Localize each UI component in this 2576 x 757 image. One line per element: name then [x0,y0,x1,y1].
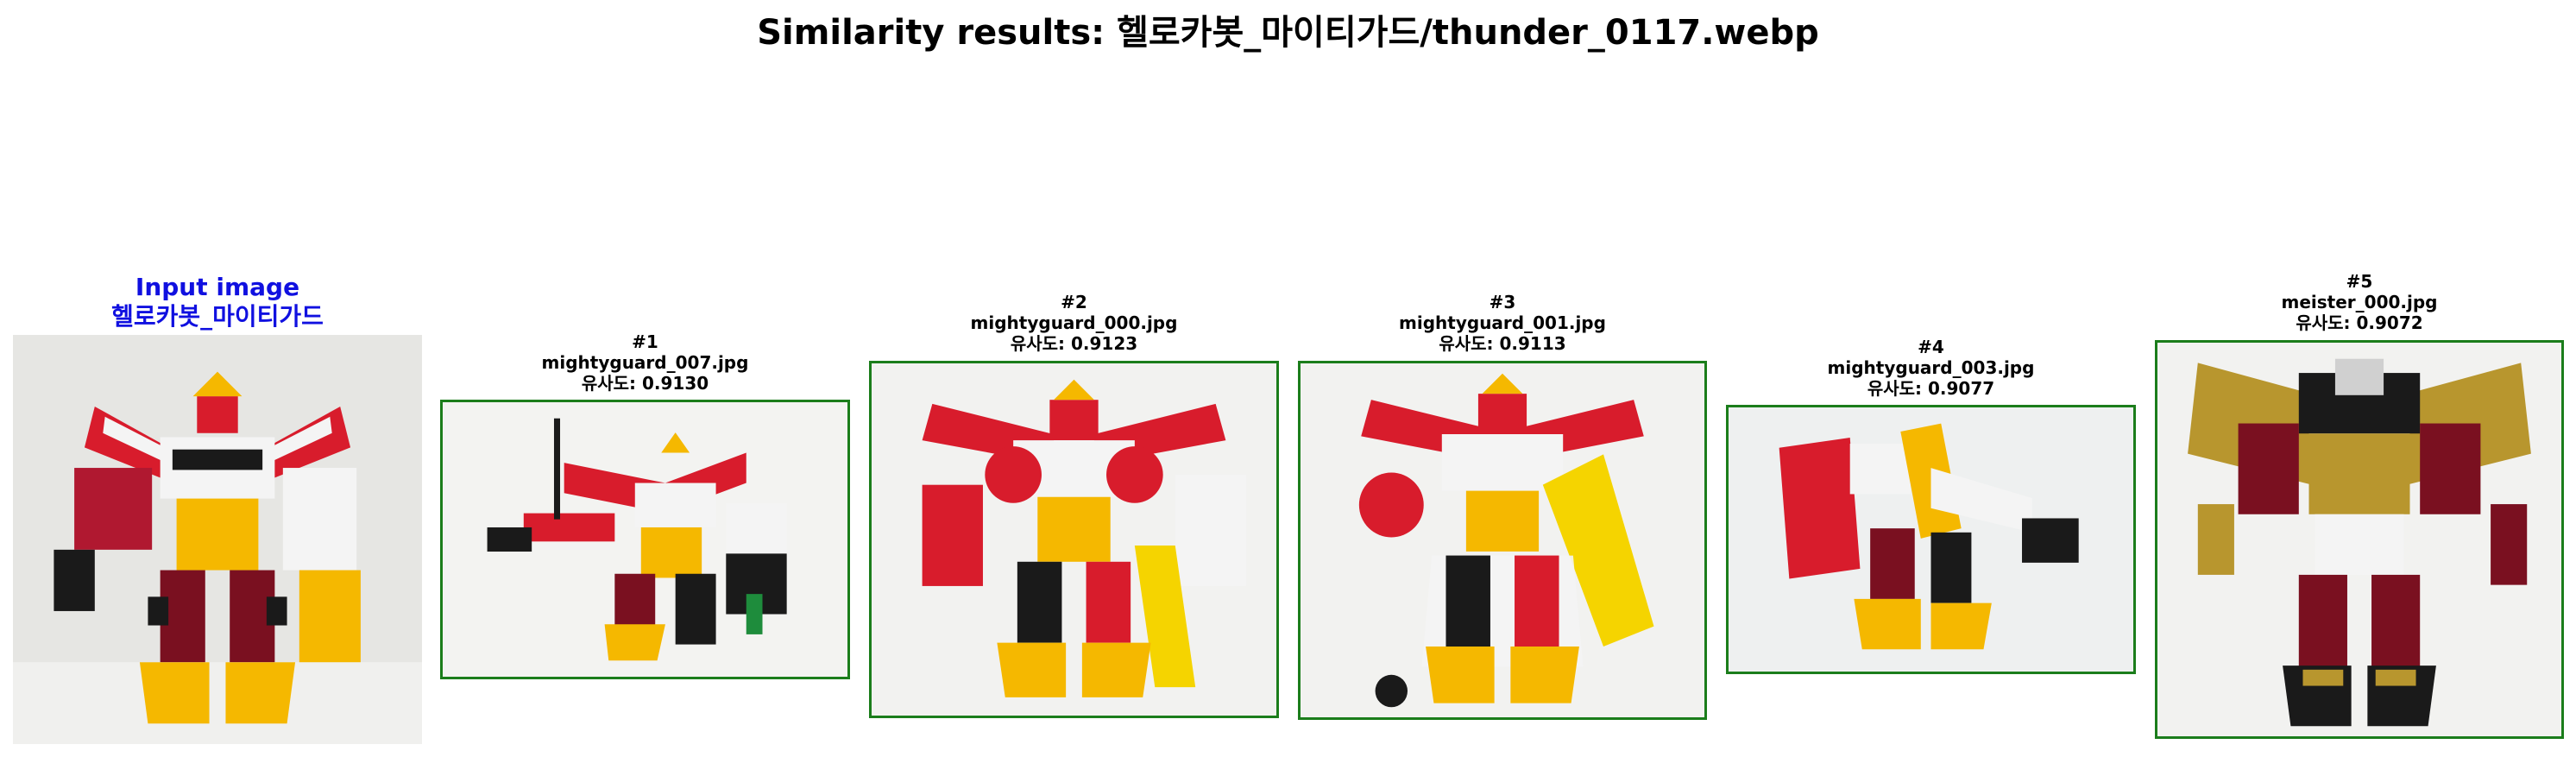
robot-toy-photo [13,335,422,744]
result-1-image [440,400,850,679]
result-2-file: mightyguard_000.jpg [970,312,1178,333]
robot-toy-photo [1729,407,2133,672]
result-5-rank: #5 [2346,271,2373,292]
input-label: Input image [135,273,300,301]
result-4-score: 유사도: 0.9077 [1867,378,1995,399]
result-2-image [869,361,1279,718]
result-4-file: mightyguard_003.jpg [1827,357,2035,378]
robot-toy-photo [443,402,847,677]
result-4-caption: #4 mightyguard_003.jpg 유사도: 0.9077 [1726,337,2136,399]
input-caption: Input image 헬로카봇_마이티가드 [13,273,422,331]
result-2-caption: #2 mightyguard_000.jpg 유사도: 0.9123 [869,292,1279,354]
result-3-image [1298,361,1707,720]
input-name: 헬로카봇_마이티가드 [111,301,324,331]
input-image [13,335,422,744]
result-3-file: mightyguard_001.jpg [1399,312,1606,333]
result-5-image [2155,340,2564,739]
result-3-score: 유사도: 0.9113 [1439,333,1566,354]
result-1-caption: #1 mightyguard_007.jpg 유사도: 0.9130 [440,331,850,394]
result-5-file: meister_000.jpg [2281,292,2438,312]
result-1-score: 유사도: 0.9130 [581,373,709,394]
result-3-rank: #3 [1489,292,1516,312]
result-1-file: mightyguard_007.jpg [541,352,749,373]
robot-toy-photo [2157,343,2561,736]
result-5-caption: #5 meister_000.jpg 유사도: 0.9072 [2155,271,2564,333]
result-4-rank: #4 [1918,337,1944,357]
result-4-image [1726,405,2136,674]
robot-toy-photo [1301,363,1704,717]
result-5-score: 유사도: 0.9072 [2296,312,2423,333]
result-2-rank: #2 [1061,292,1087,312]
robot-toy-photo [872,363,1276,716]
result-3-caption: #3 mightyguard_001.jpg 유사도: 0.9113 [1298,292,1707,354]
page-title: Similarity results: 헬로카봇_마이티가드/thunder_0… [757,13,1819,53]
result-1-rank: #1 [632,331,658,352]
result-2-score: 유사도: 0.9123 [1010,333,1138,354]
